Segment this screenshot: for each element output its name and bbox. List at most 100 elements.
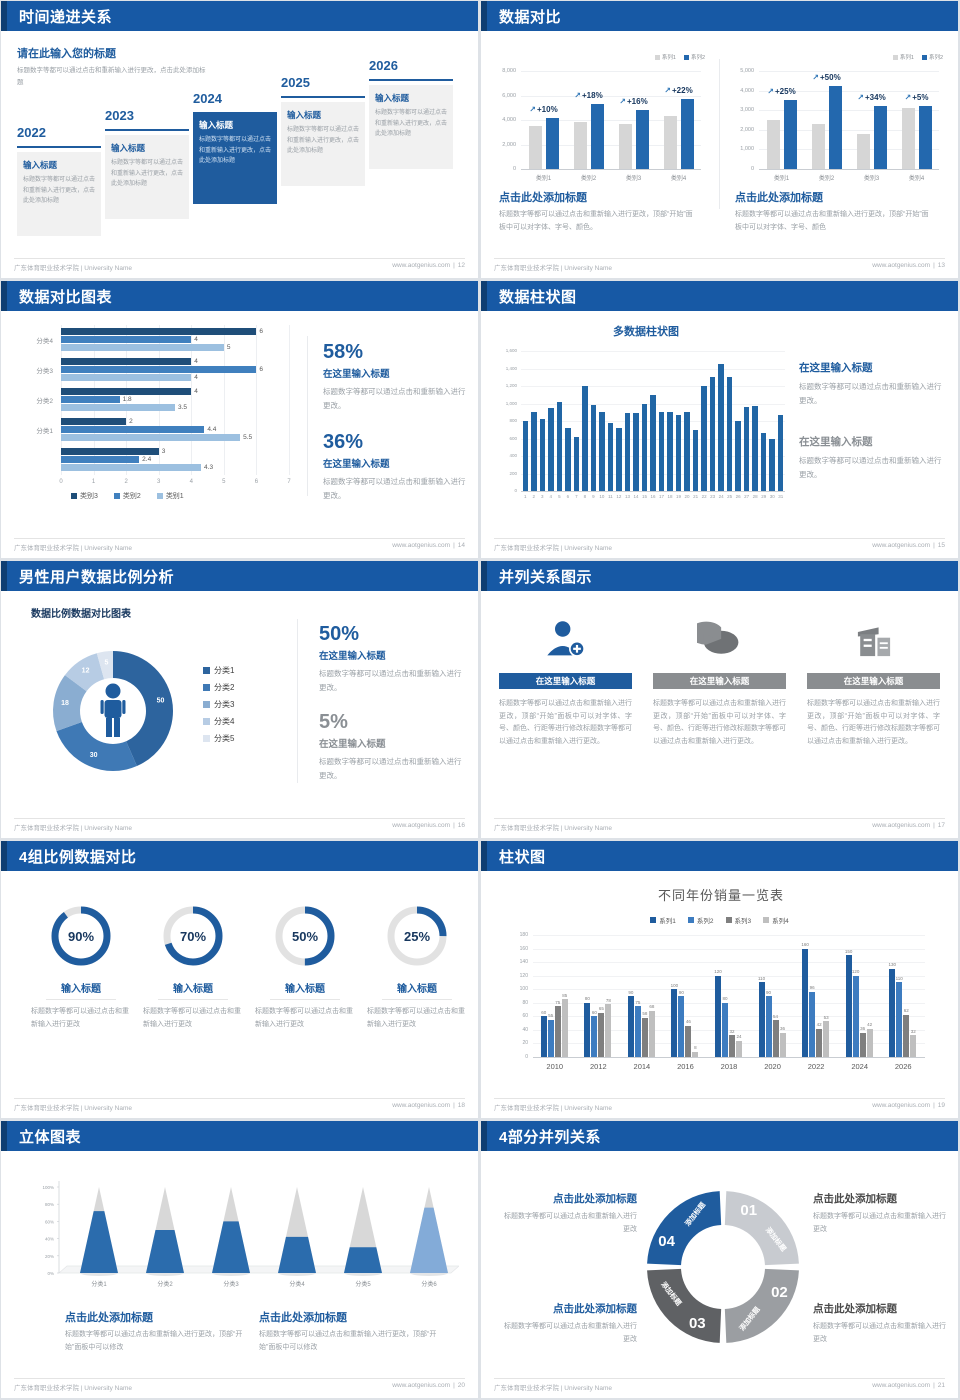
donut-slice — [113, 651, 173, 767]
bar-series1 — [856, 133, 870, 169]
slide-grouped-columns[interactable]: 柱状图 不同年份销量一览表 系列1 系列2 系列3 系列4 0 20 40 60 80 1… — [481, 841, 958, 1118]
bar-value-label: 90 — [766, 989, 772, 995]
percent-label: ↗+18% — [565, 91, 613, 100]
bar-value-label: 120 — [851, 969, 860, 975]
ring-item[interactable]: 70% 输入标题 标题数字等都可以通过点击和重新输入进行更改 — [143, 903, 243, 1031]
parallel-card[interactable]: 在这里输入标题 标题数字等都可以通过点击和重新输入进行更改，顶部“开始”面板中可… — [653, 611, 786, 748]
bar-series1 — [811, 123, 825, 169]
legend-label: 分类3 — [214, 700, 235, 709]
ring-item[interactable]: 50% 输入标题 标题数字等都可以通过点击和重新输入进行更改 — [255, 903, 355, 1031]
cycle-segment — [647, 1268, 722, 1343]
slide-3d-cones[interactable]: 立体图表 0% 20% 40% 60% 80% 100% 分类1 分类2 分类3 分类4 分类5 分类… — [1, 1121, 478, 1398]
bar-value-label: 5.5 — [243, 433, 253, 441]
block-heading: 点击此处添加标题 — [553, 1193, 637, 1205]
y-tick-label: 40% — [45, 1237, 54, 1242]
timeline-box: 输入标题 标题数字等都可以通过点击和重新输入进行更改，点击此处添加标题 — [281, 102, 365, 186]
bar — [599, 412, 605, 491]
slide-parallel[interactable]: 并列关系图示 在这里输入标题 标题数字等都可以通过点击和重新输入进行更改，顶部“… — [481, 561, 958, 838]
vertical-divider — [307, 336, 308, 496]
gridline — [256, 325, 258, 475]
slide-data-compare[interactable]: 数据对比 系列1 系列2 0 2,000 4,000 6,000 8,000 ↗+10% 类别1… — [481, 1, 958, 278]
ring-item[interactable]: 25% 输入标题 标题数字等都可以通过点击和重新输入进行更改 — [367, 903, 467, 1031]
header-accent-bar — [481, 281, 487, 311]
bar — [889, 968, 896, 1057]
stat-block: 50% 在这里输入标题 标题数字等都可以通过点击和重新输入进行更改。 — [319, 623, 464, 694]
slice-value-label: 30 — [90, 752, 98, 759]
slide-header: 立体图表 — [1, 1121, 478, 1151]
slide-footer: 广东体育职业技术学院 | University Name www.aotgeni… — [14, 538, 465, 552]
ring-percent: 25% — [403, 928, 431, 944]
y-tick-label: 8,000 — [502, 68, 516, 74]
bar — [634, 1006, 641, 1057]
gridline — [759, 149, 939, 151]
legend-label: 系列2 — [696, 918, 714, 925]
bar — [692, 1051, 699, 1057]
slide-title: 数据对比图表 — [19, 288, 113, 306]
legend-item: 分类4 — [203, 716, 234, 727]
segment-number: 01 — [740, 1202, 757, 1219]
slide-hbar-chart[interactable]: 数据对比图表 0 1 2 3 4 5 6 7 分类4 6 4 5 分类3 4 6 4 分类2 4 1.8 3.5 分类1… — [1, 281, 478, 558]
parallel-card[interactable]: 在这里输入标题 标题数字等都可以通过点击和重新输入进行更改，顶部“开始”面板中可… — [499, 611, 632, 748]
chart-title: 不同年份销量一览表 — [657, 888, 784, 903]
gridline — [223, 325, 225, 475]
timeline-item-highlight[interactable]: 2024 输入标题 标题数字等都可以通过点击和重新输入进行更改，点击此处添加标题 — [193, 91, 277, 204]
y-tick-label: 1,400 — [505, 365, 517, 371]
bar — [540, 1016, 547, 1057]
gridline — [533, 1002, 925, 1004]
slide-header: 并列关系图示 — [481, 561, 958, 591]
y-tick-label: 160 — [519, 945, 528, 952]
slide-column-chart[interactable]: 数据柱状图 多数据柱状图 0 200 400 600 800 1,000 1,200 1,40… — [481, 281, 958, 558]
increase-arrow-icon: ↗ — [664, 86, 671, 96]
parallel-card[interactable]: 在这里输入标题 标题数字等都可以通过点击和重新输入进行更改，顶部“开始”面板中可… — [807, 611, 940, 748]
x-tick-label: 31 — [778, 494, 784, 499]
slice-value-label: 12 — [82, 667, 90, 674]
ring-body: 标题数字等都可以通过点击和重新输入进行更改 — [367, 1008, 465, 1028]
card-title-bar: 在这里输入标题 — [499, 673, 632, 689]
bar-value-label: 4 — [194, 373, 198, 381]
slide-timeline[interactable]: 时间递进关系 请在此输入您的标题 标题数字等都可以通过点击和重新输入进行更改，点… — [1, 1, 478, 278]
ring-item[interactable]: 90% 输入标题 标题数字等都可以通过点击和重新输入进行更改 — [31, 903, 131, 1031]
slide-header: 数据对比 — [481, 1, 958, 31]
gridline — [289, 325, 290, 475]
timeline-item[interactable]: 2025 输入标题 标题数字等都可以通过点击和重新输入进行更改，点击此处添加标题 — [281, 75, 365, 186]
timeline-item[interactable]: 2026 输入标题 标题数字等都可以通过点击和重新输入进行更改，点击此处添加标题 — [369, 58, 453, 169]
legend-swatch — [892, 54, 898, 60]
footer-site: www.aotgenius.com | 20 — [392, 1382, 465, 1392]
timeline-body: 标题数字等都可以通过点击和重新输入进行更改，点击此处添加标题 — [23, 177, 96, 204]
male-person-icon — [100, 683, 126, 737]
x-tick-label: 0 — [59, 479, 63, 485]
column-chart: 0 200 400 600 800 1,000 1,200 1,400 1,600 1 2 3 4 5 6 7… — [495, 337, 795, 517]
card-title-bar: 在这里输入标题 — [653, 673, 786, 689]
y-tick-label: 600 — [509, 435, 517, 441]
slide-cycle[interactable]: 4部分并列关系 点击此处添加标题 标题数字等都可以通过点击和重新输入进行更改 点… — [481, 1121, 958, 1398]
cone-fill — [146, 1230, 184, 1273]
segment-number: 03 — [689, 1315, 706, 1332]
timeline-item[interactable]: 2022 输入标题 标题数字等都可以通过点击和重新输入进行更改，点击此处添加标题 — [17, 125, 101, 236]
chart-title: 多数据柱状图 — [613, 326, 679, 338]
bar-value-label: 150 — [844, 948, 853, 954]
slide-header: 4组比例数据对比 — [1, 841, 478, 871]
bar — [667, 412, 673, 491]
gridline — [521, 144, 701, 146]
donut-slice — [56, 722, 137, 771]
footer-url: www.aotgenius.com — [872, 822, 931, 829]
text-block: 点击此处添加标题 标题数字等都可以通过点击和重新输入进行更改，顶部“开始”面板中… — [65, 1309, 250, 1354]
x-tick-label: 8 — [583, 494, 587, 499]
slide-footer: 广东体育职业技术学院 | University Name www.aotgeni… — [494, 1378, 945, 1392]
footer-url: www.aotgenius.com — [872, 542, 931, 549]
x-tick-label: 19 — [676, 494, 682, 499]
footer-site: www.aotgenius.com | 19 — [872, 1102, 945, 1112]
x-tick-label: 17 — [659, 494, 665, 499]
timeline-item[interactable]: 2023 输入标题 标题数字等都可以通过点击和重新输入进行更改，点击此处添加标题 — [105, 108, 189, 219]
y-tick-label: 2,000 — [502, 141, 516, 148]
timeline-body: 标题数字等都可以通过点击和重新输入进行更改，点击此处添加标题 — [111, 160, 184, 187]
slide-male-ratio[interactable]: 男性用户数据比例分析 数据比例数据对比图表 50 30 18 12 5 分类1 分类2 分类… — [1, 561, 478, 838]
bar — [718, 364, 724, 491]
donut-chart: 50 30 18 12 5 — [41, 647, 191, 779]
slide-ring-compare[interactable]: 4组比例数据对比 90% 输入标题 标题数字等都可以通过点击和重新输入进行更改 … — [1, 841, 478, 1118]
legend-label: 系列1 — [661, 55, 676, 61]
footer-site: www.aotgenius.com | 18 — [392, 1102, 465, 1112]
stat-block: 在这里输入标题 标题数字等都可以通过点击和重新输入进行更改。 — [799, 357, 947, 407]
x-tick-label: 1 — [91, 479, 96, 485]
bar-series2 — [590, 104, 604, 169]
